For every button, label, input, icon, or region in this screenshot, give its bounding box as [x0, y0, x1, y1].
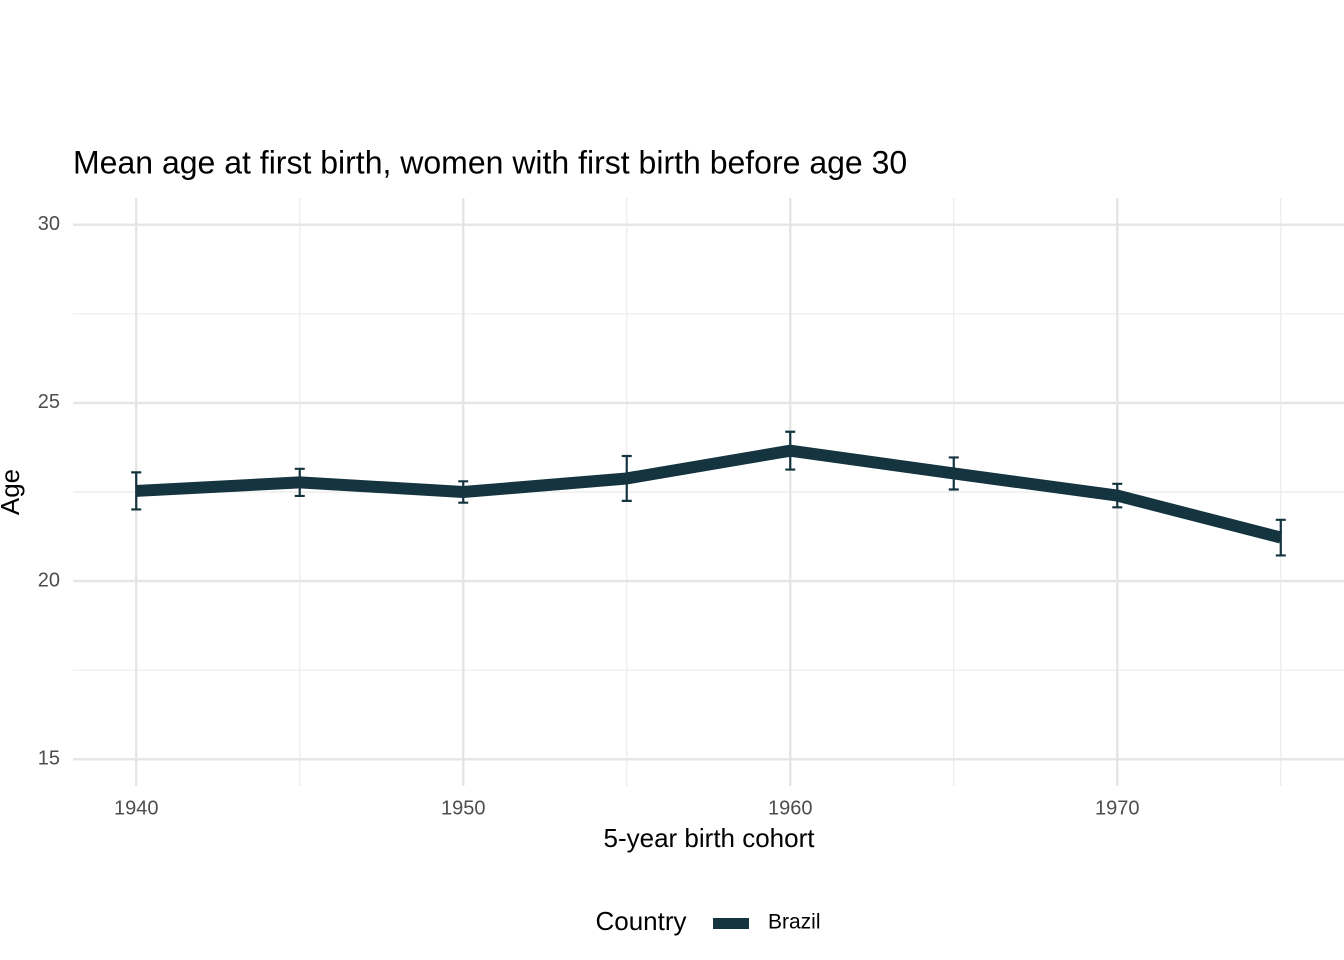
x-tick-label: 1970: [1095, 797, 1140, 819]
error-bar: [785, 430, 796, 471]
x-tick-label: 1940: [114, 797, 159, 819]
error-bar: [1275, 518, 1286, 557]
x-axis-title: 5-year birth cohort: [604, 823, 816, 853]
y-tick-label: 15: [38, 748, 60, 770]
chart-title: Mean age at first birth, women with firs…: [73, 144, 907, 180]
legend-key: [713, 918, 749, 929]
y-tick-label: 20: [38, 569, 60, 591]
y-tick-label: 30: [38, 213, 60, 235]
legend-title: Country: [595, 906, 686, 936]
error-bar: [1112, 482, 1123, 509]
error-bar: [294, 467, 305, 498]
line: [135, 444, 1283, 544]
y-tick-label: 25: [38, 391, 60, 413]
legend-label: Brazil: [768, 911, 821, 934]
error-bar: [621, 454, 632, 503]
error-bar: [458, 480, 469, 504]
error-bar: [948, 456, 959, 491]
error-bar: [131, 471, 142, 511]
y-axis-title: Age: [0, 469, 25, 515]
x-tick-label: 1960: [768, 797, 813, 819]
x-tick-label: 1950: [441, 797, 486, 819]
